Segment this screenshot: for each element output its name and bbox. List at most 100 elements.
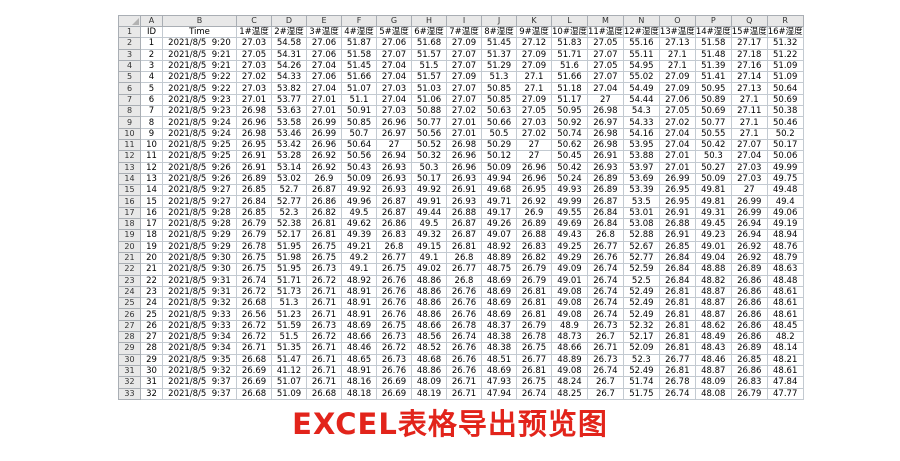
cell[interactable]: 26.8 (376, 240, 412, 253)
row-number[interactable]: 17 (118, 206, 141, 220)
cell[interactable]: 48.87 (694, 297, 732, 310)
cell[interactable]: 51.71 (551, 48, 588, 61)
row-number[interactable]: 28 (118, 331, 141, 344)
cell[interactable]: 26.78 (658, 376, 696, 389)
cell[interactable]: 27.07 (446, 59, 482, 73)
cell[interactable]: 6 (140, 93, 163, 107)
cell[interactable]: 52.38 (271, 218, 307, 231)
cell[interactable]: 2021/8/5 9:37 (162, 387, 237, 400)
cell[interactable]: 47.94 (481, 387, 517, 400)
cell[interactable]: 27.05 (516, 105, 552, 118)
cell[interactable]: 26.98 (586, 127, 624, 140)
cell[interactable]: 26.74 (446, 331, 482, 344)
cell[interactable]: 49.08 (551, 297, 588, 310)
cell[interactable]: 26.93 (446, 195, 482, 208)
cell[interactable]: 27.09 (658, 82, 696, 95)
cell[interactable]: 48.82 (694, 274, 732, 287)
cell[interactable]: 2021/8/5 9:30 (162, 251, 237, 265)
cell[interactable]: 26.72 (306, 331, 342, 344)
cell[interactable]: 26.94 (376, 150, 412, 163)
cell[interactable]: 2021/8/5 9:29 (162, 240, 237, 253)
cell[interactable]: 26.78 (516, 331, 552, 344)
cell[interactable]: 27.17 (730, 37, 768, 50)
cell[interactable]: 27.12 (516, 37, 552, 50)
cell[interactable]: 2021/8/5 9:26 (162, 172, 237, 186)
cell[interactable]: 49.45 (694, 218, 732, 231)
cell[interactable]: 53.69 (622, 172, 660, 186)
cell[interactable]: 26.73 (376, 353, 412, 366)
cell[interactable]: 51.37 (481, 48, 517, 61)
cell[interactable]: 27 (376, 138, 412, 152)
cell[interactable]: 27.11 (730, 105, 768, 118)
column-letter[interactable]: M (586, 15, 624, 27)
cell[interactable]: 11 (140, 150, 163, 163)
cell[interactable]: 51.17 (551, 93, 588, 107)
cell[interactable]: 26.83 (376, 229, 412, 242)
cell[interactable]: 27.06 (376, 37, 412, 50)
cell[interactable]: 7 (140, 105, 163, 118)
cell[interactable]: 26.73 (376, 331, 412, 344)
cell[interactable]: 2021/8/5 9:33 (162, 319, 237, 333)
cell[interactable]: 48.94 (766, 229, 804, 242)
cell[interactable]: 48.86 (411, 308, 447, 321)
cell[interactable]: 26.81 (658, 285, 696, 299)
cell[interactable]: 26.69 (236, 376, 272, 389)
cell[interactable]: 24 (140, 297, 163, 310)
cell[interactable]: 26.86 (306, 195, 342, 208)
cell[interactable]: 50.09 (694, 172, 732, 186)
cell[interactable]: 53.63 (271, 105, 307, 118)
cell[interactable]: 26.74 (586, 364, 624, 378)
cell[interactable]: 26.76 (446, 364, 482, 378)
cell[interactable]: 26.71 (306, 285, 342, 299)
cell[interactable]: 50.52 (411, 138, 447, 152)
cell[interactable]: 26.89 (730, 263, 768, 276)
cell[interactable]: 48.87 (694, 285, 732, 299)
cell[interactable]: 27.04 (306, 82, 342, 95)
column-letter[interactable]: F (341, 15, 377, 27)
cell[interactable]: 49.31 (694, 206, 732, 220)
cell[interactable]: 26.93 (376, 172, 412, 186)
cell[interactable]: 49.5 (341, 206, 377, 220)
cell[interactable]: 26.89 (730, 342, 768, 355)
cell[interactable]: 50.77 (411, 116, 447, 129)
cell[interactable]: 51.6 (551, 59, 588, 73)
cell[interactable]: 26.81 (658, 364, 696, 378)
cell[interactable]: 26.81 (658, 342, 696, 355)
cell[interactable]: 2021/8/5 9:31 (162, 274, 237, 287)
cell[interactable]: 51.41 (694, 71, 732, 84)
cell[interactable]: 26.74 (658, 387, 696, 400)
cell[interactable]: 51.74 (622, 376, 660, 389)
cell[interactable]: 2021/8/5 9:20 (162, 37, 237, 50)
row-number[interactable]: 32 (118, 376, 141, 389)
cell[interactable]: 26.94 (730, 229, 768, 242)
cell[interactable]: 26.91 (446, 184, 482, 197)
cell[interactable]: 26.81 (658, 319, 696, 333)
column-letter[interactable]: H (411, 15, 447, 27)
cell[interactable]: 51.18 (551, 82, 588, 95)
cell[interactable]: 14 (140, 184, 163, 197)
row-number[interactable]: 23 (118, 274, 141, 287)
cell[interactable]: 26.76 (376, 274, 412, 287)
header-cell[interactable]: 13#温度 (658, 25, 696, 39)
cell[interactable]: 48.65 (341, 353, 377, 366)
cell[interactable]: 50.63 (481, 105, 517, 118)
row-number[interactable]: 6 (118, 82, 141, 95)
cell[interactable]: 50.5 (481, 127, 517, 140)
column-letter[interactable]: C (236, 15, 272, 27)
cell[interactable]: 12 (140, 161, 163, 174)
cell[interactable]: 2021/8/5 9:21 (162, 48, 237, 61)
cell[interactable]: 26.81 (516, 297, 552, 310)
cell[interactable]: 27.04 (376, 59, 412, 73)
cell[interactable]: 2021/8/5 9:35 (162, 353, 237, 366)
cell[interactable]: 26.74 (586, 285, 624, 299)
cell[interactable]: 26.73 (306, 263, 342, 276)
row-number[interactable]: 15 (118, 184, 141, 197)
cell[interactable]: 26.86 (376, 218, 412, 231)
cell[interactable]: 49.29 (551, 251, 588, 265)
cell[interactable]: 26.82 (516, 251, 552, 265)
cell[interactable]: 2021/8/5 9:27 (162, 195, 237, 208)
cell[interactable]: 27.02 (446, 105, 482, 118)
cell[interactable]: 49.5 (411, 218, 447, 231)
cell[interactable]: 26.97 (376, 127, 412, 140)
cell[interactable]: 26.91 (658, 206, 696, 220)
